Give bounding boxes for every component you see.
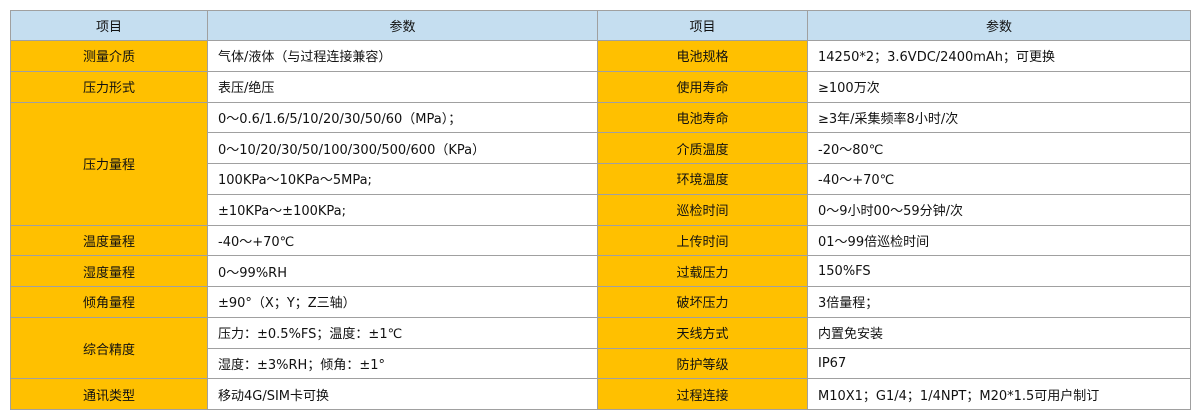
row-value: 0～9小时00～59分钟/次 xyxy=(807,193,1191,226)
row-value: 0～99%RH xyxy=(207,255,598,287)
row-label: 测量介质 xyxy=(10,40,208,72)
row-value: 移动4G/SIM卡可换 xyxy=(207,378,598,410)
row-value: -40～+70℃ xyxy=(807,163,1191,195)
row-value: IP67 xyxy=(807,347,1191,380)
row-label: 过载压力 xyxy=(597,255,808,287)
row-value: M10X1；G1/4；1/4NPT；M20*1.5可用户制订 xyxy=(807,378,1191,410)
row-value: 100KPa～10KPa～5MPa; xyxy=(207,163,598,195)
row-label: 通讯类型 xyxy=(10,378,208,410)
row-value: 压力：±0.5%FS；温度：±1℃ xyxy=(207,316,598,349)
row-label: 电池规格 xyxy=(597,40,808,72)
row-label: 压力形式 xyxy=(10,70,208,103)
header-item: 项目 xyxy=(10,10,208,41)
row-value: ±90°（X；Y；Z三轴） xyxy=(207,286,598,318)
row-value: 150%FS xyxy=(807,255,1191,287)
table-row: 100KPa～10KPa～5MPa; 环境温度 -40～+70℃ xyxy=(11,163,1191,195)
row-value: 气体/液体（与过程连接兼容） xyxy=(207,40,598,72)
table-row: 倾角量程 ±90°（X；Y；Z三轴） 破坏压力 3倍量程； xyxy=(10,286,1191,318)
row-value: -20～80℃ xyxy=(807,132,1191,164)
row-label: 过程连接 xyxy=(597,378,808,410)
row-value: 14250*2；3.6VDC/2400mAh；可更换 xyxy=(807,40,1191,72)
table-row: 压力形式 表压/绝压 使用寿命 ≥100万次 xyxy=(10,70,1191,103)
row-value: ≥100万次 xyxy=(807,70,1191,103)
row-value: 3倍量程； xyxy=(807,286,1191,318)
row-label: 电池寿命 xyxy=(597,101,808,134)
row-label: 温度量程 xyxy=(10,224,208,257)
row-value: 内置免安装 xyxy=(807,316,1191,349)
row-label: 倾角量程 xyxy=(10,286,208,318)
row-value: -40～+70℃ xyxy=(207,224,598,257)
header-row: 项目 参数 项目 参数 xyxy=(10,10,1191,41)
spec-table: 项目 参数 项目 参数 测量介质 气体/液体（与过程连接兼容） 电池规格 142… xyxy=(10,10,1191,410)
table-row: ±10KPa～±100KPa; 巡检时间 0～9小时00～59分钟/次 xyxy=(11,193,1191,226)
row-label: 使用寿命 xyxy=(597,70,808,103)
header-item-2: 项目 xyxy=(597,10,808,41)
row-label: 天线方式 xyxy=(597,316,808,349)
table-row: 压力量程 0～0.6/1.6/5/10/20/30/50/60（MPa）； 电池… xyxy=(10,101,1191,226)
row-value: 0～10/20/30/50/100/300/500/600（KPa） xyxy=(207,132,598,164)
row-value: ±10KPa～±100KPa; xyxy=(207,193,598,226)
row-label: 压力量程 xyxy=(10,101,208,226)
row-value: ≥3年/采集频率8小时/次 xyxy=(807,101,1191,134)
table-row: 湿度：±3%RH；倾角：±1° 防护等级 IP67 xyxy=(11,347,1191,380)
table-row: 0～10/20/30/50/100/300/500/600（KPa） 介质温度 … xyxy=(11,132,1191,164)
row-value: 湿度：±3%RH；倾角：±1° xyxy=(207,347,598,380)
row-label: 综合精度 xyxy=(10,316,208,380)
row-value: 01～99倍巡检时间 xyxy=(807,224,1191,257)
row-label: 湿度量程 xyxy=(10,255,208,287)
row-label: 介质温度 xyxy=(597,132,808,164)
table-row: 测量介质 气体/液体（与过程连接兼容） 电池规格 14250*2；3.6VDC/… xyxy=(10,40,1191,72)
table-row: 湿度量程 0～99%RH 过载压力 150%FS xyxy=(10,255,1191,287)
row-value: 0～0.6/1.6/5/10/20/30/50/60（MPa）； xyxy=(207,101,598,134)
table-row: 温度量程 -40～+70℃ 上传时间 01～99倍巡检时间 xyxy=(10,224,1191,257)
row-label: 环境温度 xyxy=(597,163,808,195)
table-row: 综合精度 压力：±0.5%FS；温度：±1℃ 天线方式 内置免安装 xyxy=(10,316,1191,380)
row-label: 上传时间 xyxy=(597,224,808,257)
row-label: 巡检时间 xyxy=(597,193,808,226)
header-param-2: 参数 xyxy=(807,10,1191,41)
row-value: 表压/绝压 xyxy=(207,70,598,103)
row-label: 防护等级 xyxy=(597,347,808,380)
header-param: 参数 xyxy=(207,10,598,41)
table-row: 通讯类型 移动4G/SIM卡可换 过程连接 M10X1；G1/4；1/4NPT；… xyxy=(10,378,1191,410)
row-label: 破坏压力 xyxy=(597,286,808,318)
